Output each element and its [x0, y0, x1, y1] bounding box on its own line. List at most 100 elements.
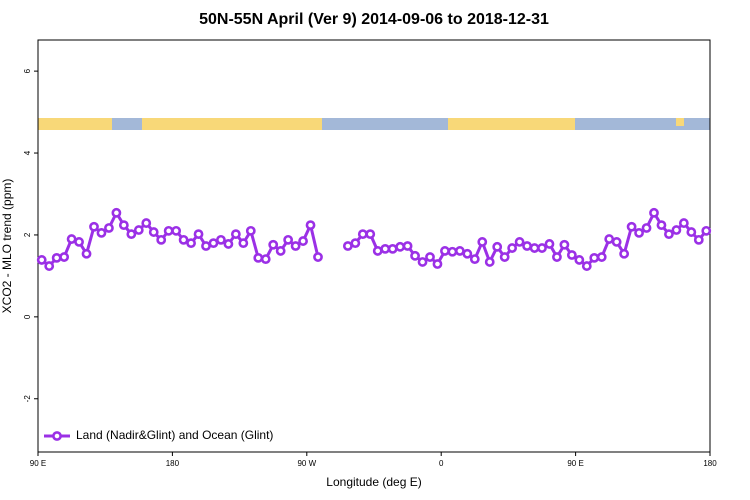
data-point	[201, 241, 211, 251]
data-point	[522, 241, 532, 251]
data-point	[290, 241, 301, 251]
data-point	[230, 229, 241, 240]
data-point	[581, 261, 592, 271]
land-ocean-strip	[38, 118, 710, 130]
y-tick-label: 2	[23, 232, 32, 237]
data-point	[81, 248, 92, 259]
data-point	[283, 234, 294, 245]
data-point	[410, 250, 420, 261]
y-axis-label: XCO2 - MLO trend (ppm)	[0, 179, 14, 314]
data-point	[126, 229, 137, 240]
data-point	[656, 220, 667, 231]
y-tick-label: 6	[23, 68, 32, 73]
data-point	[387, 243, 398, 254]
data-point	[514, 237, 525, 247]
data-point	[619, 248, 630, 259]
data-point	[186, 238, 196, 249]
data-point	[178, 234, 189, 245]
data-point	[350, 238, 361, 249]
data-point	[59, 252, 70, 262]
data-point	[89, 221, 99, 232]
data-point	[104, 223, 114, 233]
data-point	[298, 236, 308, 246]
data-point	[253, 252, 264, 263]
data-point	[313, 252, 323, 262]
data-point	[641, 223, 652, 233]
data-point	[372, 246, 383, 256]
data-point	[275, 246, 286, 256]
data-point	[208, 238, 219, 249]
data-point	[693, 234, 704, 245]
data-point	[260, 254, 271, 265]
plot-frame	[37, 39, 711, 453]
data-point	[589, 252, 600, 263]
x-tick-label: 90 W	[297, 459, 316, 468]
data-point	[649, 207, 659, 218]
data-point	[342, 241, 353, 251]
data-point	[268, 239, 279, 250]
chart-title: 50N-55N April (Ver 9) 2014-09-06 to 2018…	[199, 11, 549, 28]
data-point	[477, 237, 488, 247]
series-line	[347, 209, 708, 269]
data-point	[111, 207, 122, 218]
legend-label: Land (Nadir&Glint) and Ocean (Glint)	[76, 428, 273, 442]
data-point	[574, 255, 585, 265]
data-point	[133, 225, 144, 235]
y-tick-label: 0	[23, 314, 32, 319]
data-point	[596, 252, 607, 262]
data-point	[462, 248, 473, 259]
data-point	[141, 218, 152, 228]
data-point	[678, 218, 689, 228]
data-point	[66, 234, 77, 244]
data-point	[96, 227, 107, 238]
legend-marker	[52, 431, 62, 441]
data-point	[626, 221, 637, 232]
data-point	[51, 252, 62, 263]
data-point	[507, 243, 518, 253]
x-tick-label: 180	[166, 459, 180, 468]
data-point	[216, 234, 226, 245]
data-point	[701, 225, 712, 236]
x-axis-label: Longitude (deg E)	[326, 475, 421, 489]
data-point	[417, 257, 428, 267]
data-point	[552, 252, 562, 262]
data-point	[156, 234, 167, 245]
data-point	[365, 229, 376, 240]
data-point	[425, 252, 435, 262]
data-point	[432, 259, 443, 269]
data-point	[671, 225, 682, 235]
data-point	[604, 234, 615, 244]
data-point	[395, 241, 406, 252]
data-point	[36, 255, 47, 265]
data-point	[440, 246, 450, 256]
data-point	[559, 239, 570, 250]
data-point	[163, 225, 174, 236]
data-point	[664, 229, 674, 240]
data-point	[484, 257, 495, 267]
data-point	[148, 227, 159, 237]
data-point	[537, 243, 547, 253]
data-point	[454, 246, 465, 256]
data-point	[686, 227, 697, 237]
data-point	[238, 238, 249, 249]
data-point	[499, 252, 510, 262]
x-tick-label: 0	[439, 459, 444, 468]
x-tick-label: 180	[703, 459, 717, 468]
data-point	[634, 227, 644, 238]
y-tick-label: -2	[23, 395, 32, 403]
data-point	[223, 239, 234, 249]
data-point	[469, 254, 480, 265]
data-point	[44, 261, 55, 271]
data-point	[402, 241, 413, 251]
x-tick-label: 90 E	[567, 459, 583, 468]
data-point	[193, 229, 204, 240]
data-point	[74, 237, 84, 247]
data-point	[357, 229, 368, 240]
data-point	[566, 250, 577, 260]
data-point	[118, 220, 129, 231]
x-tick-label: 90 E	[30, 459, 46, 468]
data-point	[544, 239, 555, 249]
data-point	[529, 243, 540, 253]
data-point	[305, 220, 316, 231]
